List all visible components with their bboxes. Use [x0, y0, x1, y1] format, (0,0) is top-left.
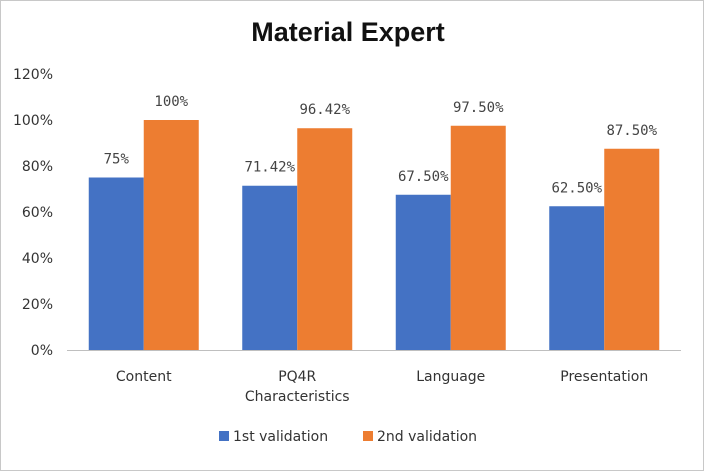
data-label: 87.50% — [606, 123, 657, 139]
y-tick-label: 60% — [22, 205, 53, 221]
legend-label: 1st validation — [233, 429, 328, 445]
data-label: 71.42% — [244, 160, 295, 176]
x-category-label: Content — [116, 369, 172, 385]
legend-swatch — [363, 431, 373, 441]
y-tick-label: 20% — [22, 297, 53, 313]
bar-second-validation — [297, 128, 353, 350]
legend-label: 2nd validation — [377, 429, 477, 445]
bar-second-validation — [143, 120, 199, 350]
bar-layer — [88, 120, 660, 350]
legend: 1st validation 2nd validation — [219, 429, 477, 445]
bar-first-validation — [549, 206, 605, 350]
data-label: 62.50% — [551, 180, 602, 196]
chart-title: Material Expert — [251, 17, 445, 47]
y-tick-label: 80% — [22, 159, 53, 175]
data-label: 100% — [154, 94, 188, 110]
bar-first-validation — [88, 177, 144, 350]
x-category-label: PQ4R — [278, 369, 316, 385]
y-tick-label: 0% — [31, 343, 53, 359]
y-tick-label: 120% — [13, 67, 53, 83]
x-category-label: Characteristics — [245, 389, 350, 405]
y-tick-label: 40% — [22, 251, 53, 267]
bar-first-validation — [395, 194, 451, 350]
axis-layer: 0% 20% 40% 60% 80% 100% 120% Content PQ4R Charact… — [13, 67, 681, 405]
legend-swatch — [219, 431, 229, 441]
bar-second-validation — [450, 125, 506, 350]
data-label: 67.50% — [398, 169, 449, 185]
bar-second-validation — [604, 148, 660, 350]
bar-first-validation — [242, 185, 298, 350]
data-label: 75% — [104, 152, 130, 168]
label-layer: 75% 100% 71.42% 96.42% 67.50% 97.50% 62.50% 87.… — [104, 94, 658, 196]
x-category-label: Presentation — [560, 369, 648, 385]
data-label: 96.42% — [299, 102, 350, 118]
data-label: 97.50% — [453, 100, 504, 116]
x-category-label: Language — [416, 369, 485, 385]
y-tick-label: 100% — [13, 113, 53, 129]
